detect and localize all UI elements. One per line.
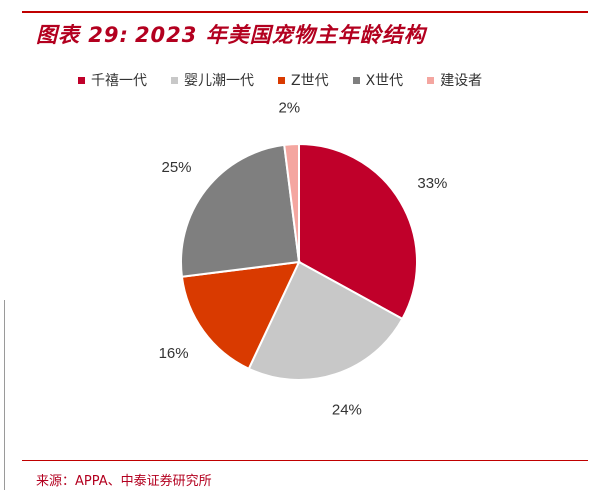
- pie-slice: [298, 142, 418, 321]
- legend-swatch: [171, 76, 178, 84]
- pie-slice: [283, 142, 300, 263]
- slice-data-label: 2%: [278, 99, 300, 116]
- slice-data-label: 24%: [332, 401, 362, 418]
- legend-item: Z世代: [278, 70, 329, 90]
- legend-swatch: [427, 76, 435, 84]
- slice-data-label: 33%: [417, 175, 447, 192]
- pie-slice: [180, 260, 301, 371]
- slice-data-label: 16%: [159, 345, 189, 362]
- pie-slice: [180, 143, 301, 278]
- legend-label: Z世代: [291, 73, 329, 89]
- legend-label: 千禧一代: [91, 73, 147, 89]
- legend-item: X世代: [352, 70, 404, 90]
- source-note: 来源：APPA、中泰证券研究所: [36, 474, 212, 489]
- pie-slice: [247, 260, 404, 381]
- legend-item: 千禧一代: [78, 70, 147, 90]
- chart-title: 2023 年美国宠物主年龄结构: [134, 23, 426, 47]
- slice-data-label: 25%: [161, 159, 191, 176]
- legend-label: 婴儿潮一代: [184, 73, 254, 89]
- legend-swatch: [78, 76, 85, 84]
- legend-item: 建设者: [427, 70, 482, 90]
- legend-label: 建设者: [440, 73, 483, 89]
- legend-label: X世代: [365, 73, 404, 89]
- chart-legend: 千禧一代 婴儿潮一代 Z世代 X世代 建设者: [78, 70, 482, 90]
- top-rule: [22, 11, 588, 13]
- bottom-rule: [22, 460, 588, 461]
- left-edge-line: [4, 300, 5, 490]
- legend-swatch: [278, 76, 285, 84]
- legend-swatch: [352, 76, 360, 84]
- legend-item: 婴儿潮一代: [171, 70, 254, 90]
- figure-label: 图表 29:: [36, 23, 129, 47]
- figure-title: 图表 29: 2023 年美国宠物主年龄结构: [36, 19, 426, 49]
